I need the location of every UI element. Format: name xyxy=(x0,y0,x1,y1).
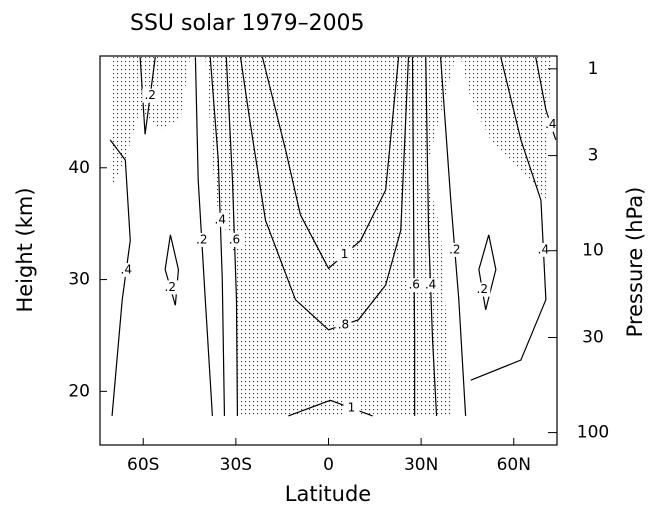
contour-line xyxy=(109,139,131,416)
contour-label: .6 xyxy=(408,278,419,292)
contour-label-bg xyxy=(446,242,463,257)
contour-label-bg xyxy=(162,280,179,295)
significance-shading xyxy=(110,57,191,191)
contour-label-bg xyxy=(193,232,210,247)
contour-label: .4 xyxy=(121,263,132,277)
y-axis-label: Height (km) xyxy=(13,187,37,312)
contour-label: .2 xyxy=(144,88,155,102)
plot-area: 11.8.6.6.4.4.2.2.4.2.2.2.4.4 xyxy=(109,56,559,417)
x-tick-label: 0 xyxy=(323,455,334,475)
y2-axis-label: Pressure (hPa) xyxy=(623,187,647,338)
y-tick-label: 40 xyxy=(68,158,90,178)
significance-shading xyxy=(460,57,551,201)
contour-label: 1 xyxy=(341,247,349,261)
x-tick-label: 60N xyxy=(497,455,531,475)
contour-line xyxy=(261,56,400,270)
x-tick-label: 30S xyxy=(220,455,252,475)
contour-label-bg xyxy=(336,247,353,262)
contour-label: .2 xyxy=(449,242,460,256)
contour-label-bg xyxy=(343,401,360,416)
contour-label: .4 xyxy=(215,212,226,226)
contour-line xyxy=(478,234,497,310)
x-axis-label: Latitude xyxy=(285,482,371,506)
contour-label-bg xyxy=(335,317,352,332)
x-tick-label: 30N xyxy=(404,455,438,475)
y2-tick-label: 3 xyxy=(588,146,599,166)
contour-label: .4 xyxy=(545,117,556,131)
y-tick-label: 20 xyxy=(68,381,90,401)
contour-line xyxy=(139,57,156,135)
y2-tick-label: 100 xyxy=(577,423,609,443)
contour-line xyxy=(239,57,410,331)
y2-tick-label: 10 xyxy=(582,241,604,261)
significance-shading xyxy=(205,57,456,416)
contour-label: .2 xyxy=(477,282,488,296)
contour-label-bg xyxy=(535,242,552,257)
contour-label-bg xyxy=(542,117,559,132)
contour-label-bg xyxy=(474,282,491,297)
contour-label-bg xyxy=(422,278,439,293)
contour-label-bg xyxy=(118,263,135,278)
contour-label: .8 xyxy=(338,317,349,331)
contour-line xyxy=(164,234,180,306)
y2-tick-label: 30 xyxy=(582,327,604,347)
contour-label: .4 xyxy=(425,278,436,292)
contour-label: .6 xyxy=(229,232,240,246)
chart-title: SSU solar 1979–2005 xyxy=(130,11,365,36)
contour-label-bg xyxy=(406,278,423,293)
contour-label: .2 xyxy=(196,232,207,246)
contour-label-bg xyxy=(226,232,243,247)
y2-tick-label: 1 xyxy=(588,59,599,79)
contour-label: .4 xyxy=(538,242,549,256)
contour-label-bg xyxy=(142,88,159,103)
contour-label-bg xyxy=(212,212,229,227)
y-tick-label: 30 xyxy=(68,270,90,290)
x-tick-label: 60S xyxy=(127,455,159,475)
contour-label: .2 xyxy=(165,280,176,294)
contour-label: 1 xyxy=(348,401,356,415)
